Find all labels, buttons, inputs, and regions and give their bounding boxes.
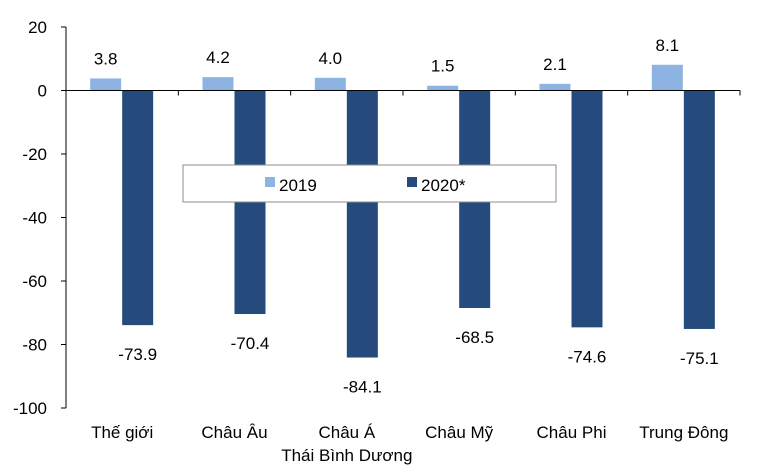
bar-2019-3 [427,85,459,91]
legend-label-2020: 2020* [421,176,466,195]
data-label: -68.5 [455,328,494,347]
bar-2020-2 [346,90,378,358]
data-label: -70.4 [231,334,270,353]
data-label: 4.0 [319,49,343,68]
x-axis-ticks: Thế giới Châu Âu Châu Á Thái Bình Dương Châu… [91,90,741,465]
y-tick-label: 20 [28,18,47,37]
x-tick-label: Châu Mỹ [425,423,494,442]
data-label: 4.2 [206,48,230,67]
x-tick-label: Châu Âu [201,423,267,442]
bar-2019-2 [314,77,346,91]
bar-2020-4 [571,90,603,328]
data-label: -84.1 [343,378,382,397]
bars-layer [90,64,715,358]
y-tick-label: -60 [22,272,47,291]
data-label: -74.6 [568,347,607,366]
x-tick-label: Trung Đông [639,423,728,442]
y-tick-label: -100 [13,399,47,418]
data-label: 3.8 [94,49,118,68]
y-axis-ticks: 20 0 -20 -40 -60 -80 -100 [13,18,66,418]
y-tick-label: -80 [22,336,47,355]
x-tick-label: Châu Á [318,423,375,442]
bar-2019-0 [90,78,122,91]
y-tick-label: -40 [22,209,47,228]
x-tick-label: Thế giới [91,423,153,442]
bar-2019-4 [539,83,571,91]
data-label: 1.5 [431,57,455,76]
legend-swatch-2019 [265,177,275,187]
bar-2020-5 [683,90,715,329]
data-label: -75.1 [680,349,719,368]
bar-2020-0 [122,90,154,326]
legend: 2019 2020* [182,164,557,203]
x-tick-label: Châu Phi [537,423,607,442]
legend-swatch-2020 [407,177,417,187]
data-label: 2.1 [543,55,567,74]
data-label: -73.9 [118,345,157,364]
legend-box [182,164,557,203]
data-label: 8.1 [656,36,680,55]
x-tick-label: Thái Bình Dương [281,446,412,465]
y-tick-label: -20 [22,145,47,164]
data-labels: 3.8 4.2 4.0 1.5 2.1 8.1 -73.9 -70.4 -84.1 -68.5 -7… [94,36,719,397]
legend-label-2019: 2019 [279,176,317,195]
bar-2019-5 [651,64,683,91]
bar-2019-1 [202,77,234,91]
y-tick-label: 0 [38,82,47,101]
